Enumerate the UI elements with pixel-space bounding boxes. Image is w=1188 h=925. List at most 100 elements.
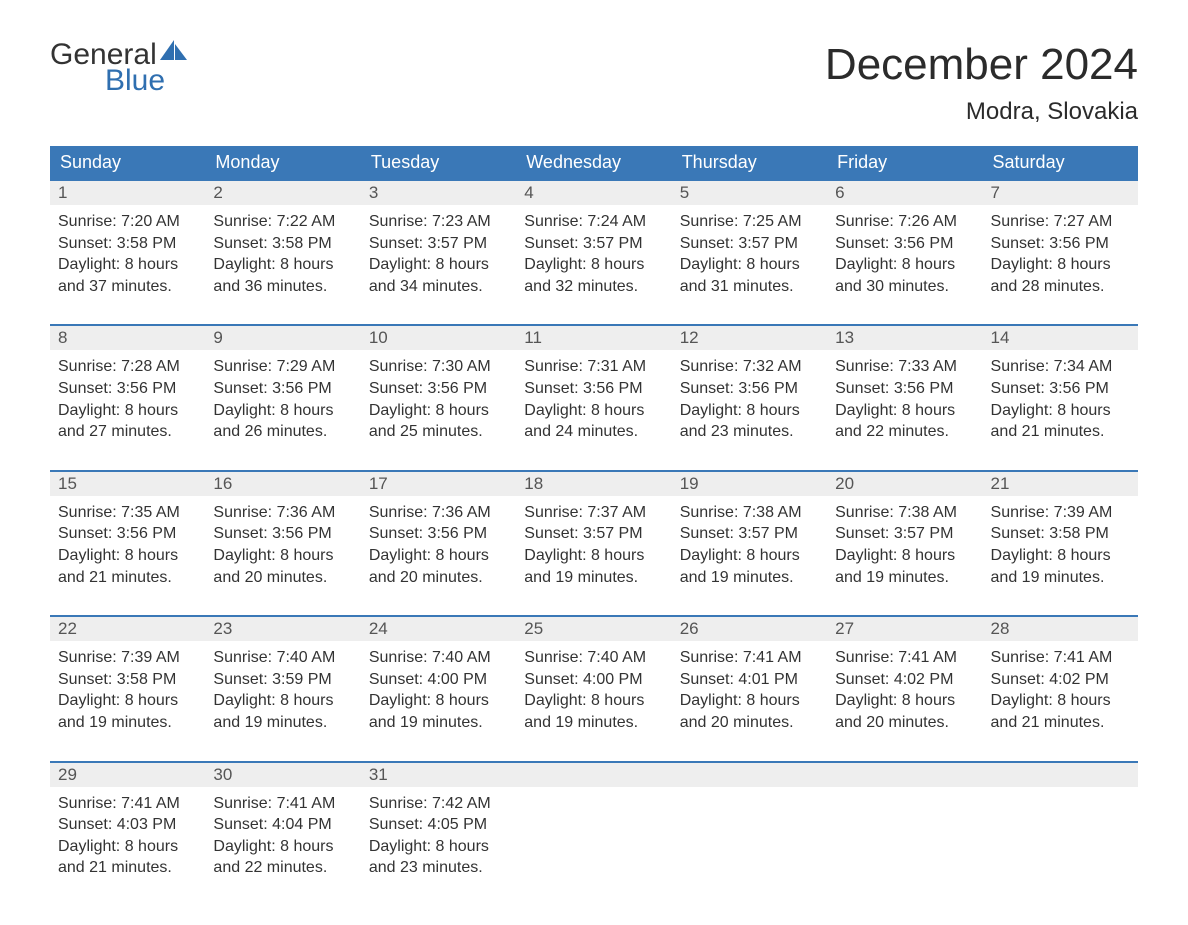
content-row: Sunrise: 7:39 AMSunset: 3:58 PMDaylight:… bbox=[50, 641, 1138, 739]
day-cell: Sunrise: 7:32 AMSunset: 3:56 PMDaylight:… bbox=[672, 350, 827, 448]
day-header-monday: Monday bbox=[205, 146, 360, 180]
day-cell: Sunrise: 7:35 AMSunset: 3:56 PMDaylight:… bbox=[50, 496, 205, 594]
day-cell: Sunrise: 7:40 AMSunset: 4:00 PMDaylight:… bbox=[361, 641, 516, 739]
day-cell: Sunrise: 7:26 AMSunset: 3:56 PMDaylight:… bbox=[827, 205, 982, 303]
page-title: December 2024 bbox=[825, 40, 1138, 90]
day-cell: Sunrise: 7:36 AMSunset: 3:56 PMDaylight:… bbox=[361, 496, 516, 594]
day-number: 5 bbox=[672, 180, 827, 205]
day-number: 8 bbox=[50, 325, 205, 350]
content-row: Sunrise: 7:20 AMSunset: 3:58 PMDaylight:… bbox=[50, 205, 1138, 303]
empty-day bbox=[983, 787, 1138, 885]
day-number: 20 bbox=[827, 471, 982, 496]
day-number: 24 bbox=[361, 616, 516, 641]
daynum-row: 293031 bbox=[50, 762, 1138, 787]
day-number: 21 bbox=[983, 471, 1138, 496]
day-number: 15 bbox=[50, 471, 205, 496]
day-cell: Sunrise: 7:41 AMSunset: 4:02 PMDaylight:… bbox=[983, 641, 1138, 739]
daynum-row: 1234567 bbox=[50, 180, 1138, 205]
empty-day bbox=[983, 762, 1138, 787]
empty-day bbox=[672, 787, 827, 885]
day-cell: Sunrise: 7:29 AMSunset: 3:56 PMDaylight:… bbox=[205, 350, 360, 448]
empty-day bbox=[827, 762, 982, 787]
logo-text-blue: Blue bbox=[105, 66, 188, 96]
day-number: 31 bbox=[361, 762, 516, 787]
title-block: December 2024 Modra, Slovakia bbox=[825, 40, 1138, 126]
day-header-saturday: Saturday bbox=[983, 146, 1138, 180]
day-number: 4 bbox=[516, 180, 671, 205]
day-number: 7 bbox=[983, 180, 1138, 205]
day-number: 3 bbox=[361, 180, 516, 205]
day-cell: Sunrise: 7:23 AMSunset: 3:57 PMDaylight:… bbox=[361, 205, 516, 303]
day-number: 1 bbox=[50, 180, 205, 205]
day-number: 30 bbox=[205, 762, 360, 787]
calendar: SundayMondayTuesdayWednesdayThursdayFrid… bbox=[50, 146, 1138, 885]
sail-icon bbox=[160, 40, 188, 64]
header: General Blue December 2024 Modra, Slovak… bbox=[50, 40, 1138, 126]
day-cell: Sunrise: 7:31 AMSunset: 3:56 PMDaylight:… bbox=[516, 350, 671, 448]
day-header-wednesday: Wednesday bbox=[516, 146, 671, 180]
day-number: 23 bbox=[205, 616, 360, 641]
day-cell: Sunrise: 7:27 AMSunset: 3:56 PMDaylight:… bbox=[983, 205, 1138, 303]
day-number: 11 bbox=[516, 325, 671, 350]
day-number: 12 bbox=[672, 325, 827, 350]
day-cell: Sunrise: 7:41 AMSunset: 4:03 PMDaylight:… bbox=[50, 787, 205, 885]
day-number: 29 bbox=[50, 762, 205, 787]
day-cell: Sunrise: 7:42 AMSunset: 4:05 PMDaylight:… bbox=[361, 787, 516, 885]
day-cell: Sunrise: 7:41 AMSunset: 4:04 PMDaylight:… bbox=[205, 787, 360, 885]
day-number: 19 bbox=[672, 471, 827, 496]
day-number: 13 bbox=[827, 325, 982, 350]
week-spacer bbox=[50, 740, 1138, 762]
day-number: 27 bbox=[827, 616, 982, 641]
daynum-row: 891011121314 bbox=[50, 325, 1138, 350]
day-cell: Sunrise: 7:37 AMSunset: 3:57 PMDaylight:… bbox=[516, 496, 671, 594]
content-row: Sunrise: 7:41 AMSunset: 4:03 PMDaylight:… bbox=[50, 787, 1138, 885]
day-cell: Sunrise: 7:20 AMSunset: 3:58 PMDaylight:… bbox=[50, 205, 205, 303]
day-number: 28 bbox=[983, 616, 1138, 641]
week-spacer bbox=[50, 449, 1138, 471]
day-cell: Sunrise: 7:30 AMSunset: 3:56 PMDaylight:… bbox=[361, 350, 516, 448]
daynum-row: 15161718192021 bbox=[50, 471, 1138, 496]
day-cell: Sunrise: 7:39 AMSunset: 3:58 PMDaylight:… bbox=[50, 641, 205, 739]
day-number: 2 bbox=[205, 180, 360, 205]
day-cell: Sunrise: 7:40 AMSunset: 3:59 PMDaylight:… bbox=[205, 641, 360, 739]
day-header-friday: Friday bbox=[827, 146, 982, 180]
empty-day bbox=[516, 787, 671, 885]
content-row: Sunrise: 7:28 AMSunset: 3:56 PMDaylight:… bbox=[50, 350, 1138, 448]
day-cell: Sunrise: 7:24 AMSunset: 3:57 PMDaylight:… bbox=[516, 205, 671, 303]
empty-day bbox=[827, 787, 982, 885]
day-cell: Sunrise: 7:25 AMSunset: 3:57 PMDaylight:… bbox=[672, 205, 827, 303]
day-number: 25 bbox=[516, 616, 671, 641]
location: Modra, Slovakia bbox=[825, 98, 1138, 126]
day-cell: Sunrise: 7:36 AMSunset: 3:56 PMDaylight:… bbox=[205, 496, 360, 594]
day-number: 16 bbox=[205, 471, 360, 496]
day-cell: Sunrise: 7:41 AMSunset: 4:01 PMDaylight:… bbox=[672, 641, 827, 739]
day-number: 17 bbox=[361, 471, 516, 496]
day-number: 26 bbox=[672, 616, 827, 641]
empty-day bbox=[516, 762, 671, 787]
logo: General Blue bbox=[50, 40, 188, 96]
daynum-row: 22232425262728 bbox=[50, 616, 1138, 641]
week-spacer bbox=[50, 303, 1138, 325]
day-number: 6 bbox=[827, 180, 982, 205]
day-cell: Sunrise: 7:22 AMSunset: 3:58 PMDaylight:… bbox=[205, 205, 360, 303]
empty-day bbox=[672, 762, 827, 787]
day-cell: Sunrise: 7:41 AMSunset: 4:02 PMDaylight:… bbox=[827, 641, 982, 739]
day-cell: Sunrise: 7:40 AMSunset: 4:00 PMDaylight:… bbox=[516, 641, 671, 739]
day-header-tuesday: Tuesday bbox=[361, 146, 516, 180]
week-spacer bbox=[50, 594, 1138, 616]
day-cell: Sunrise: 7:28 AMSunset: 3:56 PMDaylight:… bbox=[50, 350, 205, 448]
day-header-thursday: Thursday bbox=[672, 146, 827, 180]
day-cell: Sunrise: 7:33 AMSunset: 3:56 PMDaylight:… bbox=[827, 350, 982, 448]
day-cell: Sunrise: 7:38 AMSunset: 3:57 PMDaylight:… bbox=[672, 496, 827, 594]
day-number: 10 bbox=[361, 325, 516, 350]
content-row: Sunrise: 7:35 AMSunset: 3:56 PMDaylight:… bbox=[50, 496, 1138, 594]
day-number: 22 bbox=[50, 616, 205, 641]
day-header-row: SundayMondayTuesdayWednesdayThursdayFrid… bbox=[50, 146, 1138, 180]
day-cell: Sunrise: 7:34 AMSunset: 3:56 PMDaylight:… bbox=[983, 350, 1138, 448]
day-cell: Sunrise: 7:38 AMSunset: 3:57 PMDaylight:… bbox=[827, 496, 982, 594]
day-cell: Sunrise: 7:39 AMSunset: 3:58 PMDaylight:… bbox=[983, 496, 1138, 594]
day-number: 9 bbox=[205, 325, 360, 350]
day-header-sunday: Sunday bbox=[50, 146, 205, 180]
day-number: 18 bbox=[516, 471, 671, 496]
day-number: 14 bbox=[983, 325, 1138, 350]
